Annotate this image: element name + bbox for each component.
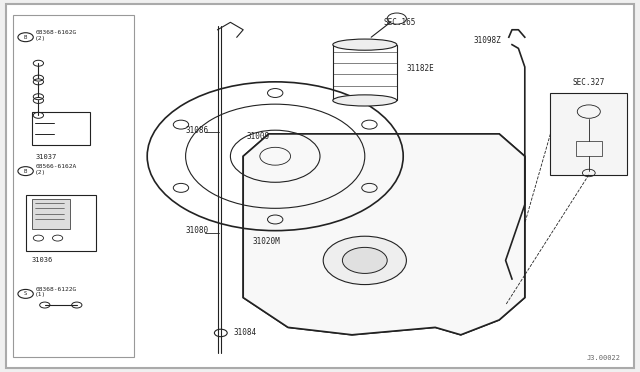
Text: 31037: 31037 — [35, 154, 56, 160]
Bar — [550, 93, 627, 175]
Bar — [13, 15, 134, 357]
Text: 08566-6162A
(2): 08566-6162A (2) — [35, 164, 76, 175]
Text: B: B — [24, 169, 28, 174]
Text: 31086: 31086 — [186, 126, 209, 135]
Ellipse shape — [333, 95, 397, 106]
Text: 31084: 31084 — [234, 328, 257, 337]
Text: 31020M: 31020M — [253, 237, 280, 246]
Text: J3.00022: J3.00022 — [587, 355, 621, 361]
Bar — [576, 141, 602, 156]
Text: 31009: 31009 — [246, 132, 269, 141]
Text: 31036: 31036 — [32, 257, 53, 263]
Text: 31080: 31080 — [186, 226, 209, 235]
Text: 31098Z: 31098Z — [474, 36, 501, 45]
Ellipse shape — [333, 39, 397, 50]
Polygon shape — [243, 134, 525, 335]
Text: 31182E: 31182E — [406, 64, 434, 73]
Bar — [26, 195, 96, 251]
Text: 08368-6162G
(2): 08368-6162G (2) — [35, 30, 76, 41]
Text: S: S — [24, 291, 28, 296]
Text: SEC.327: SEC.327 — [573, 78, 605, 87]
Circle shape — [323, 236, 406, 285]
Text: B: B — [24, 35, 28, 40]
Bar — [32, 112, 90, 145]
Circle shape — [342, 247, 387, 273]
Bar — [32, 199, 70, 229]
Text: 08368-6122G
(1): 08368-6122G (1) — [35, 286, 76, 298]
Bar — [333, 45, 397, 100]
Text: SEC.165: SEC.165 — [384, 18, 417, 27]
